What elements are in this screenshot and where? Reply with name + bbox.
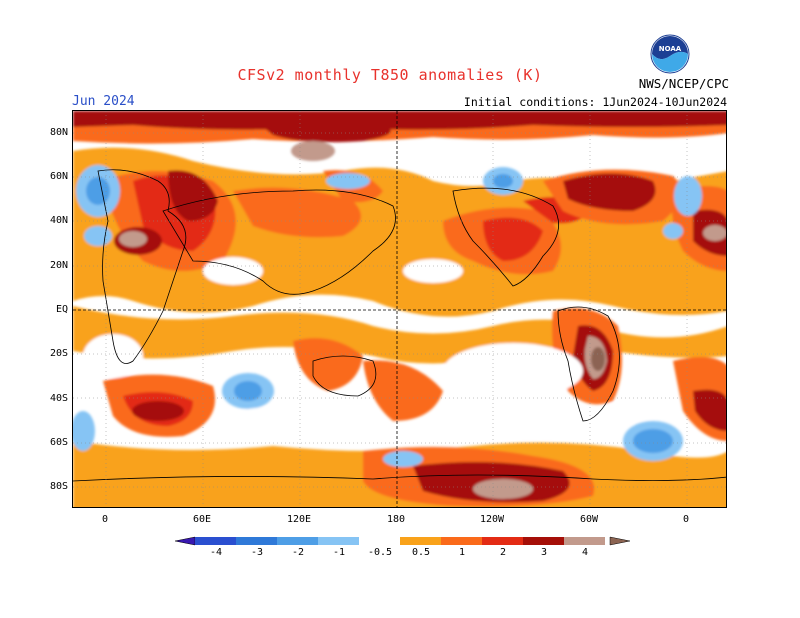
noaa-logo-text: NOAA bbox=[659, 45, 682, 53]
lat-label-60s: 60S bbox=[49, 437, 68, 448]
colorbar-cell bbox=[195, 537, 236, 545]
lat-label-20s: 20S bbox=[49, 348, 68, 359]
anomaly-fields bbox=[73, 111, 726, 507]
colorbar-label: -4 bbox=[209, 547, 223, 558]
lat-label-20n: 20N bbox=[49, 260, 68, 271]
lat-label-eq: EQ bbox=[55, 304, 68, 315]
lon-label-60e: 60E bbox=[192, 514, 212, 525]
lon-label-60w: 60W bbox=[579, 514, 599, 525]
colorbar-label: 1 bbox=[458, 547, 466, 558]
lon-label-0-right: 0 bbox=[682, 514, 690, 525]
colorbar-label: 0.5 bbox=[411, 547, 431, 558]
colorbar-arrow-low bbox=[175, 536, 196, 546]
noaa-logo-icon: NOAA bbox=[650, 34, 690, 74]
lat-label-80n: 80N bbox=[49, 127, 68, 138]
colorbar-cell bbox=[523, 537, 564, 545]
colorbar-label: 4 bbox=[581, 547, 589, 558]
colorbar-label: -1 bbox=[332, 547, 346, 558]
lat-label-40n: 40N bbox=[49, 215, 68, 226]
page-title: CFSv2 monthly T850 anomalies (K) bbox=[237, 66, 543, 84]
colorbar-label: -3 bbox=[250, 547, 264, 558]
colorbar-cell bbox=[400, 537, 441, 545]
lon-label-120e: 120E bbox=[286, 514, 312, 525]
lat-label-40s: 40S bbox=[49, 393, 68, 404]
colorbar-cell bbox=[564, 537, 605, 545]
lat-label-60n: 60N bbox=[49, 171, 68, 182]
colorbar-cell bbox=[359, 537, 400, 545]
lon-label-0: 0 bbox=[101, 514, 109, 525]
colorbar-cell bbox=[277, 537, 318, 545]
colorbar bbox=[175, 536, 630, 546]
anomaly-map bbox=[72, 110, 727, 508]
initial-conditions: Initial conditions: 1Jun2024-10Jun2024 bbox=[463, 95, 727, 109]
coastlines bbox=[73, 169, 726, 482]
colorbar-arrow-high bbox=[609, 536, 630, 546]
colorbar-cell bbox=[482, 537, 523, 545]
agency-label: NWS/NCEP/CPC bbox=[638, 76, 729, 91]
lon-label-180: 180 bbox=[386, 514, 406, 525]
colorbar-label: 3 bbox=[540, 547, 548, 558]
colorbar-cell bbox=[236, 537, 277, 545]
colorbar-cell bbox=[441, 537, 482, 545]
colorbar-cell bbox=[318, 537, 359, 545]
colorbar-label: -0.5 bbox=[367, 547, 393, 558]
forecast-month: Jun 2024 bbox=[72, 94, 135, 109]
lat-label-80s: 80S bbox=[49, 481, 68, 492]
anomaly-map-svg bbox=[73, 111, 726, 507]
colorbar-label: -2 bbox=[291, 547, 305, 558]
colorbar-label: 2 bbox=[499, 547, 507, 558]
lon-label-120w: 120W bbox=[479, 514, 505, 525]
